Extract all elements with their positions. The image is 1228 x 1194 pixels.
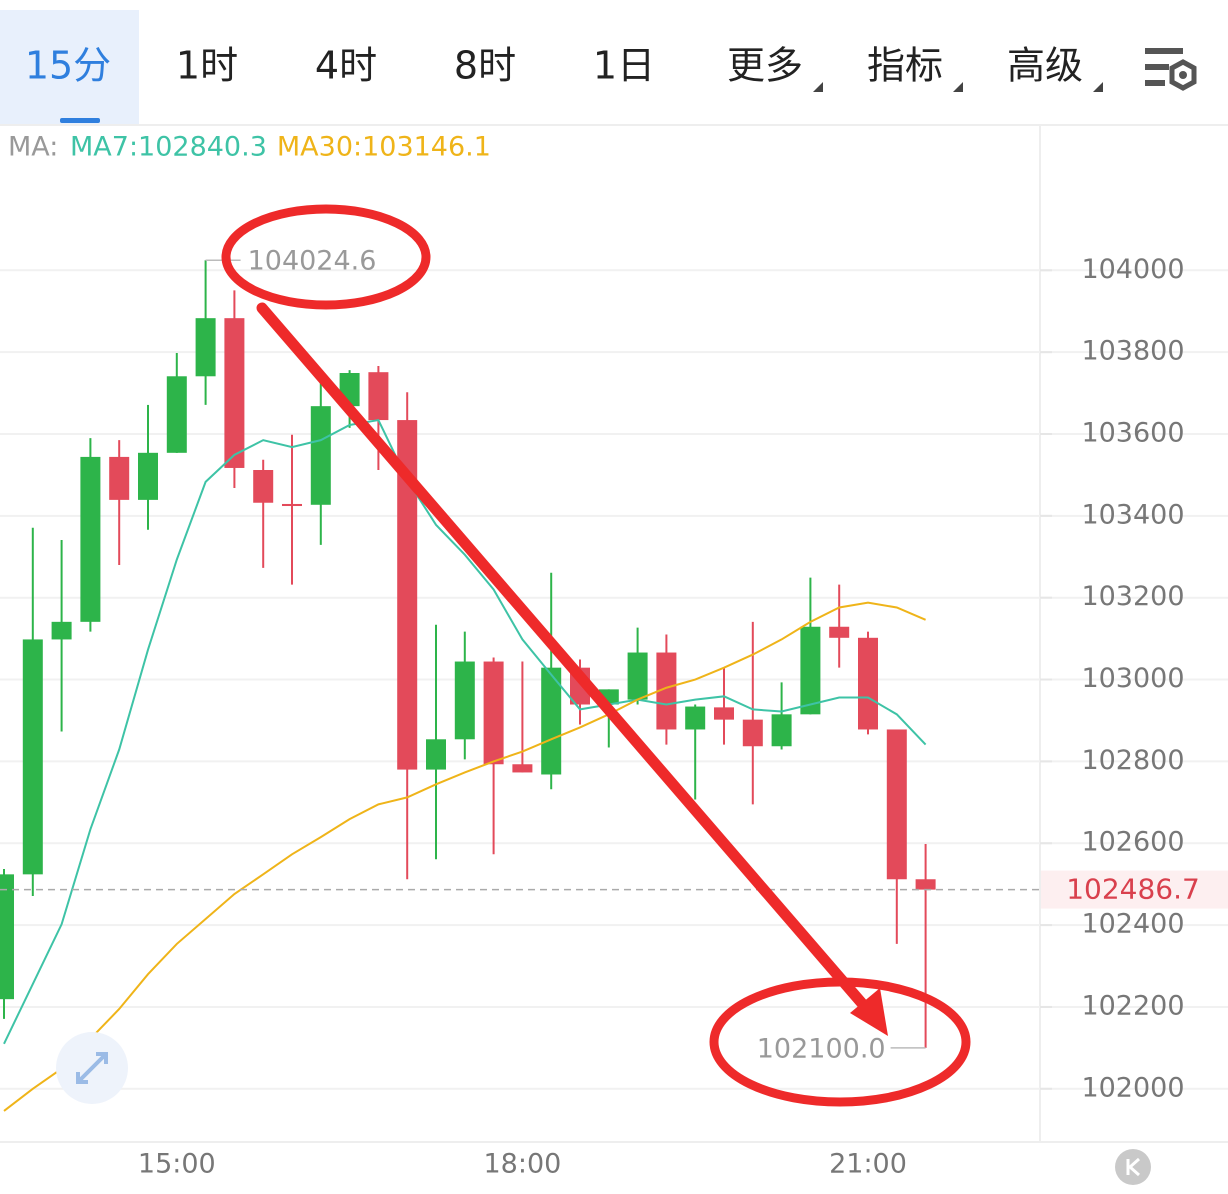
active-tab-indicator xyxy=(60,118,100,123)
labels: MA: MA7:102840.3 MA30:103146.1 102000 102200… xyxy=(0,132,1228,1180)
k-glyph xyxy=(1126,1157,1140,1177)
y-tick-label: 104000 xyxy=(1081,254,1184,285)
candle-body xyxy=(829,626,850,638)
expand-button[interactable] xyxy=(56,1032,128,1104)
plot xyxy=(0,260,936,1112)
tab-bar: 15分 1时 4时 8时 1日 更多 指标 高级 xyxy=(0,10,1103,125)
legend-entry: MA30:103146.1 xyxy=(277,132,491,163)
candle-body xyxy=(253,470,274,503)
candle-body xyxy=(915,879,936,890)
ma-line xyxy=(3,418,927,1045)
y-tick-label: 103200 xyxy=(1081,581,1184,612)
candle-body xyxy=(195,318,216,377)
x-tick-label: 21:00 xyxy=(829,1149,907,1180)
candle-body xyxy=(109,456,130,500)
icon-bar xyxy=(1145,64,1169,70)
candle-body xyxy=(426,739,446,770)
x-tick-label: 18:00 xyxy=(483,1149,561,1180)
y-tick-label: 103000 xyxy=(1081,663,1184,694)
arrow-head xyxy=(850,988,888,1036)
tab[interactable]: 指标 xyxy=(867,44,943,88)
candle-body xyxy=(138,452,158,500)
y-tick-label: 102200 xyxy=(1081,990,1184,1021)
legend-entry: MA7:102840.3 xyxy=(70,132,267,163)
candle-body xyxy=(742,719,763,747)
candle-body xyxy=(512,764,533,773)
settings-icon[interactable] xyxy=(1145,48,1197,91)
candle-body xyxy=(685,706,706,730)
high-label: 104024.6 xyxy=(248,246,377,277)
user-annotations xyxy=(221,204,971,1107)
candle-body xyxy=(627,652,648,700)
icon-hex xyxy=(1169,59,1197,91)
icon-bar xyxy=(1145,48,1183,54)
y-tick-label: 103800 xyxy=(1081,336,1184,367)
tab[interactable]: 8时 xyxy=(454,44,516,88)
x-tick-label: 15:00 xyxy=(138,1149,216,1180)
y-tick-label: 103400 xyxy=(1081,499,1184,530)
expand-glyph xyxy=(76,1052,108,1084)
k-button[interactable] xyxy=(1115,1149,1151,1185)
highlight-circle xyxy=(221,204,431,310)
y-tick-label: 103600 xyxy=(1081,417,1184,448)
dropdown-caret xyxy=(953,82,963,92)
candle-body xyxy=(310,406,331,505)
candle-body xyxy=(714,707,734,720)
candle-body xyxy=(771,714,792,747)
trend-arrow xyxy=(256,302,878,1021)
candle-body xyxy=(51,621,72,640)
tab[interactable]: 高级 xyxy=(1007,44,1083,88)
dropdown-caret xyxy=(1093,82,1103,92)
button-bg xyxy=(1115,1149,1151,1185)
last-price-label: 102486.7 xyxy=(1066,873,1200,906)
candle-body xyxy=(886,729,907,880)
active-tab-bg xyxy=(0,10,139,125)
candle-body xyxy=(483,661,504,765)
candle-body xyxy=(800,626,821,715)
y-tick-label: 102800 xyxy=(1081,745,1184,776)
dropdown-caret xyxy=(813,82,823,92)
candle-body xyxy=(224,318,245,468)
candle-body xyxy=(541,667,562,775)
icon-dot xyxy=(1179,71,1187,79)
tab[interactable]: 1时 xyxy=(176,44,238,88)
candle-body xyxy=(454,661,475,740)
ma-prefix: MA: xyxy=(8,132,58,163)
ma-line xyxy=(3,601,926,1112)
tab[interactable]: 4时 xyxy=(315,44,377,88)
y-tick-label: 102400 xyxy=(1081,909,1184,940)
candle-body xyxy=(656,652,677,730)
tab[interactable]: 更多 xyxy=(727,44,803,88)
icon-bar xyxy=(1145,80,1165,86)
candle-body xyxy=(858,637,878,730)
candle-body xyxy=(80,456,101,622)
candle-body xyxy=(0,874,14,1000)
candle-body xyxy=(397,420,418,770)
tab[interactable]: 15分 xyxy=(25,44,111,88)
low-label: 102100.0 xyxy=(757,1033,886,1064)
candle-body xyxy=(282,503,302,507)
candle-body xyxy=(368,372,389,421)
candle-body xyxy=(166,376,187,453)
candle-body xyxy=(22,639,43,875)
y-tick-label: 102000 xyxy=(1081,1072,1184,1103)
y-tick-label: 102600 xyxy=(1081,827,1184,858)
tab[interactable]: 1日 xyxy=(593,44,655,88)
last-price-bg xyxy=(1041,870,1228,909)
